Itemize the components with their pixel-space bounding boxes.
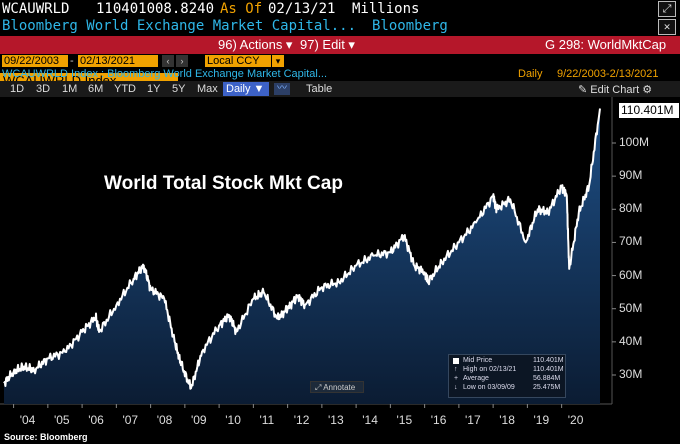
as-of-label: As Of bbox=[220, 1, 263, 17]
y-tick-label: 100M bbox=[619, 135, 650, 149]
x-tick-label: '19 bbox=[533, 413, 550, 427]
x-tick-label: '10 bbox=[225, 413, 241, 427]
window-resize-icon[interactable]: ⤢ bbox=[658, 1, 676, 17]
annotate-label: Annotate bbox=[323, 383, 356, 392]
source-footnote: Source: Bloomberg bbox=[4, 432, 88, 442]
last-value: 110401008.8240 bbox=[96, 1, 215, 17]
y-tick-label: 90M bbox=[619, 168, 643, 183]
high-arrow-icon: ↑ bbox=[454, 366, 458, 373]
chart-title-text: WCAUWRLD Index : Bloomberg World Exchang… bbox=[2, 68, 328, 80]
x-tick-label: '16 bbox=[430, 413, 447, 427]
next-period-icon[interactable]: › bbox=[176, 55, 188, 67]
ticker-label: WCAUWRLD bbox=[2, 1, 70, 17]
x-tick-label: '12 bbox=[293, 413, 310, 427]
tab-5y[interactable]: 5Y bbox=[172, 83, 186, 95]
tab-max[interactable]: Max bbox=[197, 83, 218, 95]
x-tick-label: '14 bbox=[362, 413, 378, 427]
x-tick-label: '08 bbox=[156, 413, 173, 427]
series-line bbox=[3, 108, 601, 390]
x-tick-label: '13 bbox=[327, 413, 344, 427]
security-header: WCAUWRLD 110401008.8240 As Of 02/13/21 M… bbox=[0, 0, 680, 18]
last-value-tag: 110.401M bbox=[619, 103, 679, 118]
period-tabs: 1D 3D 1M 6M YTD 1Y 5Y Max Daily ▼ 〰 Tabl… bbox=[0, 81, 680, 97]
average-icon: + bbox=[454, 375, 459, 382]
legend-average-label: Average bbox=[463, 375, 489, 382]
chart-title-row: WCAUWRLD Index : Bloomberg World Exchang… bbox=[0, 67, 680, 81]
tab-ytd[interactable]: YTD bbox=[114, 83, 136, 95]
currency-dropdown-icon[interactable]: ▾ bbox=[272, 55, 284, 67]
x-tick-label: '11 bbox=[259, 413, 275, 427]
date-separator: - bbox=[70, 55, 74, 67]
x-tick-label: '05 bbox=[53, 413, 70, 427]
y-tick-label: 60M bbox=[619, 267, 643, 282]
chart-legend[interactable]: Mid Price 110.401M ↑ High on 02/13/21 11… bbox=[448, 354, 566, 398]
y-tick-label: 70M bbox=[619, 234, 643, 249]
x-tick-label: '18 bbox=[499, 413, 515, 427]
tab-3d[interactable]: 3D bbox=[36, 83, 51, 95]
description-text: Bloomberg World Exchange Market Capital.… bbox=[2, 18, 357, 34]
legend-high-value: 110.401M bbox=[533, 366, 564, 373]
chart-panel: World Total Stock Mkt Cap 110.401M 30M 40… bbox=[0, 97, 680, 432]
edit-menu[interactable]: 97) Edit ▾ bbox=[300, 37, 355, 52]
tab-6m[interactable]: 6M bbox=[88, 83, 104, 95]
y-tick-label: 30M bbox=[619, 367, 643, 381]
low-arrow-icon: ↓ bbox=[454, 384, 458, 391]
x-tick-label: '15 bbox=[396, 413, 413, 427]
tab-1d[interactable]: 1D bbox=[10, 83, 25, 95]
tab-table[interactable]: Table bbox=[306, 83, 333, 95]
function-toolbar: WCAUWRLD Index 96) Actions ▾ 97) Edit ▾ … bbox=[0, 36, 680, 89]
legend-title-value: 110.401M bbox=[533, 357, 564, 364]
legend-high-label: High on 02/13/21 bbox=[463, 366, 517, 373]
annotate-icon: ⤢ bbox=[315, 383, 324, 392]
actions-menu[interactable]: 96) Actions ▾ bbox=[218, 37, 293, 52]
legend-low-value: 25.475M bbox=[533, 384, 561, 391]
y-tick-label: 50M bbox=[619, 300, 643, 315]
description-row: Bloomberg World Exchange Market Capital.… bbox=[0, 18, 680, 36]
prev-period-icon[interactable]: ‹ bbox=[162, 55, 174, 67]
tab-1y[interactable]: 1Y bbox=[147, 83, 161, 95]
x-tick-label: '09 bbox=[190, 413, 207, 427]
price-chart[interactable] bbox=[0, 97, 680, 432]
source-name: Bloomberg bbox=[372, 18, 448, 34]
as-of-date: 02/13/21 bbox=[268, 1, 336, 17]
legend-title: Mid Price bbox=[463, 357, 493, 364]
window-close-icon[interactable]: ✕ bbox=[658, 19, 676, 35]
end-date-input[interactable]: 02/13/2021 bbox=[78, 55, 158, 67]
chart-annotation-title: World Total Stock Mkt Cap bbox=[104, 173, 343, 194]
start-date-input[interactable]: 09/22/2003 bbox=[2, 55, 68, 67]
function-label: G 298: WorldMktCap bbox=[545, 37, 667, 52]
series-area bbox=[4, 108, 600, 404]
frequency-select[interactable]: Daily ▼ bbox=[223, 82, 269, 96]
y-tick-label: 40M bbox=[619, 333, 643, 348]
legend-average-value: 56.884M bbox=[533, 375, 561, 382]
date-range-label: 9/22/2003-2/13/2021 bbox=[557, 68, 659, 80]
line-chart-icon[interactable]: 〰 bbox=[274, 83, 290, 95]
x-tick-label: '06 bbox=[88, 413, 104, 427]
x-tick-label: '17 bbox=[465, 413, 481, 427]
edit-chart-button[interactable]: ✎ Edit Chart ⚙ bbox=[578, 84, 653, 96]
frequency-label: Daily bbox=[518, 68, 543, 80]
units-label: Millions bbox=[352, 1, 420, 17]
legend-low-label: Low on 03/09/09 bbox=[463, 384, 515, 391]
legend-swatch bbox=[453, 358, 459, 364]
tab-1m[interactable]: 1M bbox=[62, 83, 78, 95]
currency-select[interactable]: Local CCY bbox=[205, 55, 271, 67]
annotate-button[interactable]: ⤢ Annotate bbox=[310, 381, 364, 393]
x-tick-label: '20 bbox=[567, 413, 584, 427]
x-tick-label: '04 bbox=[19, 413, 36, 427]
date-range-row: 09/22/2003 - 02/13/2021 ‹ › Local CCY ▾ bbox=[0, 54, 680, 68]
x-tick-label: '07 bbox=[122, 413, 139, 427]
y-tick-label: 80M bbox=[619, 201, 643, 216]
